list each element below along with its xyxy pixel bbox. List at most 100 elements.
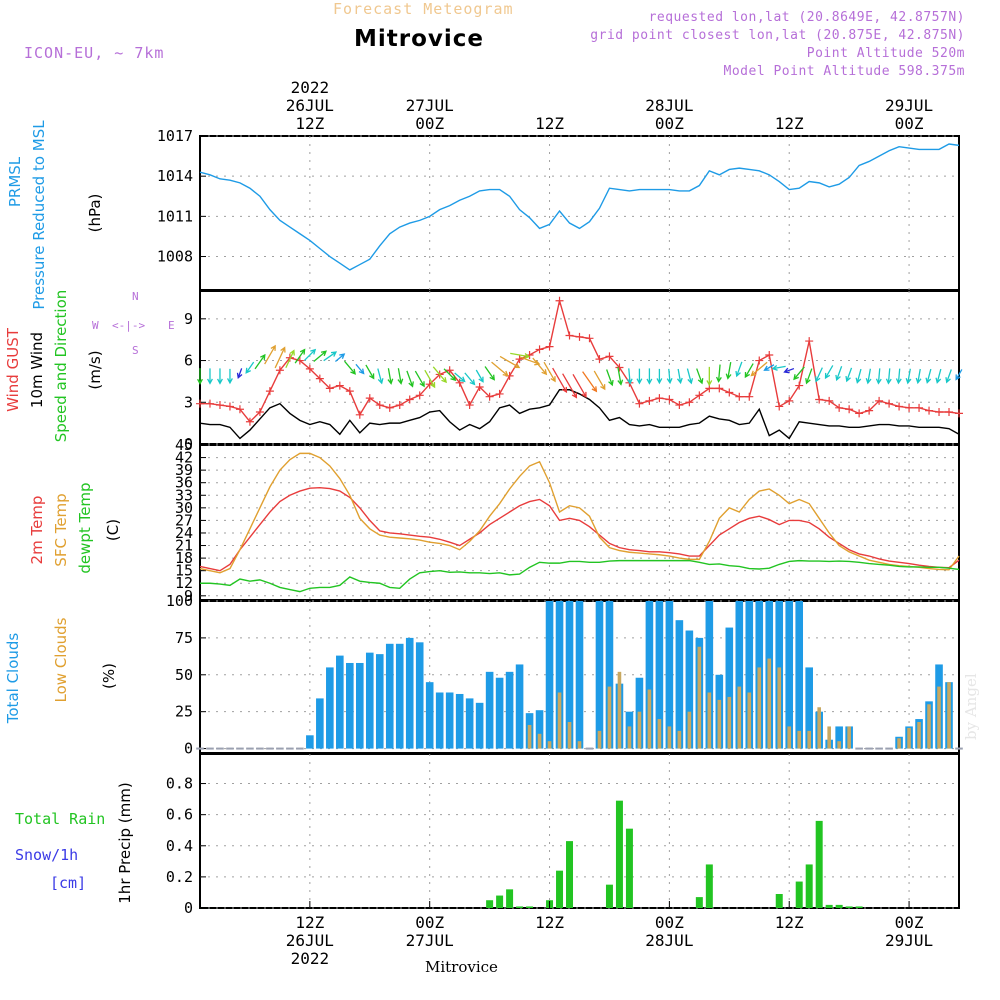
total-clouds-bar <box>565 601 574 749</box>
gust-marker <box>905 403 914 412</box>
gust-marker <box>305 364 314 373</box>
wind-direction-arrow-icon <box>197 368 203 385</box>
bottom-time-label: 00Z <box>415 913 444 932</box>
y-tick-label-temperature: 33 <box>175 486 193 504</box>
total-clouds-bar <box>855 747 863 750</box>
top-time-label: 12Z <box>775 114 804 133</box>
low-clouds-bar <box>727 696 732 749</box>
axis-label-wind-3: (m/s) <box>86 350 104 389</box>
gust-marker <box>196 399 204 408</box>
total-clouds-bar <box>745 601 754 749</box>
wind-direction-arrow-icon <box>552 367 568 394</box>
bottom-time-label: 26JUL <box>286 931 334 950</box>
gust-marker <box>895 402 904 411</box>
total-clouds-bar <box>246 747 254 750</box>
series-line-dewpt-temp <box>200 559 960 593</box>
wind-direction-arrow-icon <box>686 368 694 385</box>
gust-marker <box>245 417 254 426</box>
compass-e: E <box>168 319 175 332</box>
gust-marker <box>855 409 864 418</box>
gust-marker <box>395 401 404 410</box>
wind-direction-arrow-icon <box>532 357 548 376</box>
wind-direction-arrow-icon <box>313 350 328 363</box>
low-clouds-bar <box>777 667 782 749</box>
wind-direction-arrow-icon <box>735 361 743 378</box>
total-clouds-bar <box>445 692 454 749</box>
low-clouds-bar <box>527 724 532 749</box>
rain-label-total: Total Rain <box>15 810 106 828</box>
series-line-sfc-temp <box>199 452 960 574</box>
gust-marker <box>275 366 284 375</box>
top-time-label: 00Z <box>415 114 444 133</box>
wind-direction-arrow-icon <box>845 367 853 383</box>
y-tick-label-temperature: 9 <box>184 587 193 605</box>
wind-direction-arrow-icon <box>334 353 346 362</box>
wind-direction-arrow-icon <box>484 366 495 381</box>
wind-direction-arrow-icon <box>783 367 795 374</box>
wind-direction-arrow-icon <box>236 368 243 380</box>
wind-direction-arrow-icon <box>715 364 722 383</box>
axis-label-pressure-2: (hPa) <box>86 194 104 233</box>
precip-bar <box>775 894 783 908</box>
gust-marker <box>575 332 584 341</box>
series-line-10m-wind <box>199 389 960 440</box>
y-tick-label-temperature: 15 <box>175 562 193 580</box>
bottom-time-label: 27JUL <box>406 931 454 950</box>
y-tick-label-temperature: 39 <box>175 461 193 479</box>
total-clouds-bar <box>475 702 484 749</box>
gust-marker <box>715 384 724 393</box>
total-clouds-bar <box>725 627 734 749</box>
total-clouds-bar <box>495 677 504 749</box>
gust-marker <box>405 395 414 404</box>
wind-direction-arrow-icon <box>676 368 683 385</box>
wind-direction-arrow-icon <box>593 370 606 391</box>
total-clouds-bar <box>256 747 264 750</box>
gust-marker <box>955 409 963 418</box>
wind-direction-arrow-icon <box>377 368 384 385</box>
wind-compass: N S W E <-|-> <box>90 290 182 362</box>
gust-marker <box>825 396 834 405</box>
y-tick-label-wind: 9 <box>184 310 193 328</box>
compass-s: S <box>132 344 139 357</box>
gust-marker <box>215 401 224 410</box>
low-clouds-bar <box>817 707 821 749</box>
gust-marker <box>365 394 374 403</box>
gust-marker <box>615 363 624 372</box>
low-clouds-bar <box>937 686 941 749</box>
total-clouds-bar <box>885 747 893 750</box>
low-clouds-bar <box>737 686 742 749</box>
low-clouds-bar <box>597 730 602 749</box>
wind-direction-arrow-icon <box>835 366 843 382</box>
wind-direction-arrow-icon <box>432 366 447 384</box>
wind-direction-arrow-icon <box>454 372 466 383</box>
precip-bar <box>496 895 504 908</box>
gust-marker <box>805 337 814 346</box>
wind-direction-arrow-icon <box>666 368 673 385</box>
low-clouds-bar <box>767 658 772 749</box>
wind-direction-arrow-icon <box>763 364 775 371</box>
total-clouds-bar <box>675 620 684 749</box>
wind-direction-arrow-icon <box>499 355 521 369</box>
gust-marker <box>655 394 664 403</box>
total-clouds-bar <box>346 662 354 749</box>
precip-bar <box>845 906 853 908</box>
wind-direction-arrow-icon <box>646 368 653 385</box>
wind-direction-arrow-icon <box>207 368 213 385</box>
bottom-time-label: 12Z <box>775 913 804 932</box>
gust-marker <box>565 331 574 340</box>
precip-bar <box>695 897 703 908</box>
precip-bar <box>795 881 803 908</box>
y-tick-label-temperature: 36 <box>175 474 193 492</box>
wind-direction-arrow-icon <box>562 373 578 399</box>
low-clouds-bar <box>787 726 792 749</box>
axis-label-pressure-1: Pressure Reduced to MSL <box>30 120 48 310</box>
gust-marker <box>685 398 694 407</box>
bottom-time-label: 28JUL <box>645 931 693 950</box>
low-clouds-bar <box>697 646 702 749</box>
total-clouds-bar <box>575 601 584 749</box>
total-clouds-bar <box>276 747 284 750</box>
low-clouds-bar <box>647 689 652 749</box>
wind-direction-arrow-icon <box>264 344 276 365</box>
wind-direction-arrow-icon <box>464 372 476 386</box>
point-altitude: Point Altitude 520m <box>806 46 965 61</box>
